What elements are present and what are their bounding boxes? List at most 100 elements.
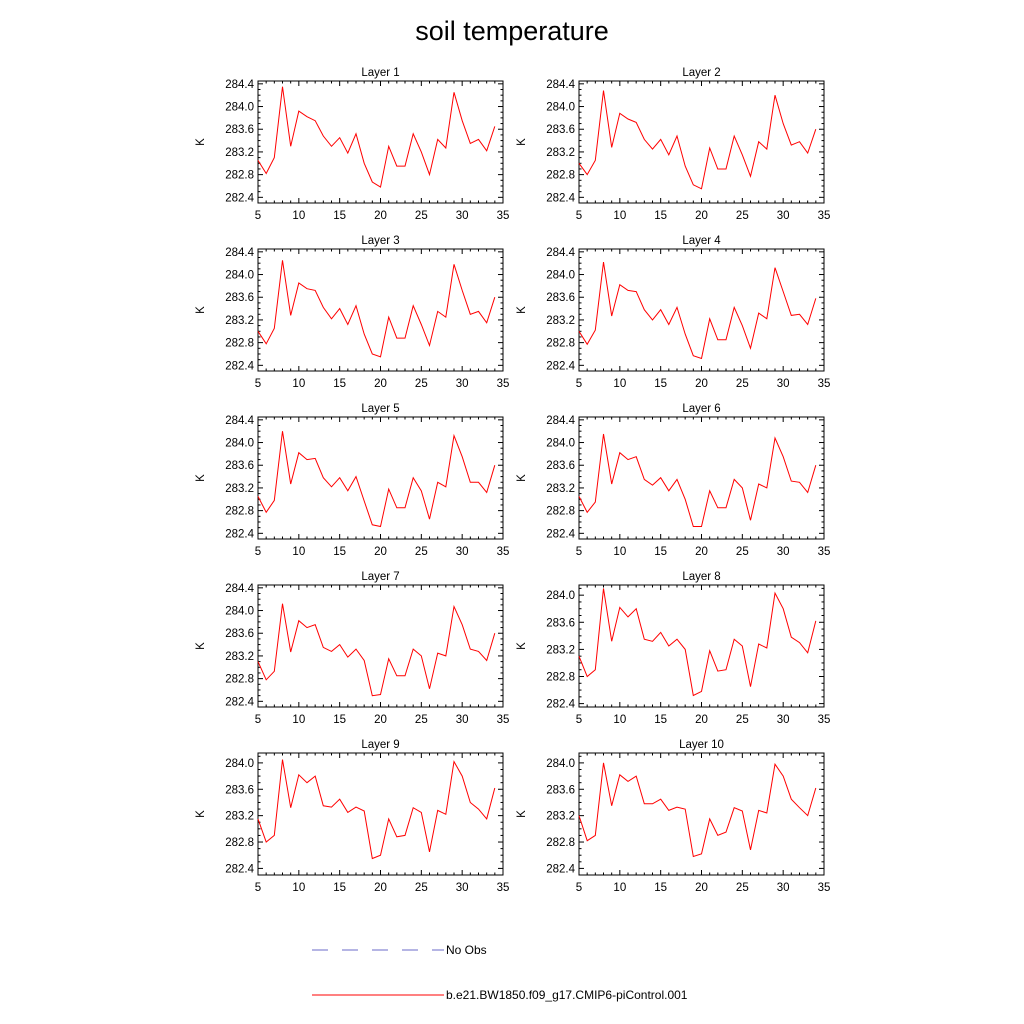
plot-frame: [578, 416, 825, 540]
y-tick-label: 283.2: [225, 483, 254, 495]
y-tick-label: 283.6: [546, 784, 575, 796]
y-tick-label: 282.8: [546, 506, 575, 518]
x-tick-label: 35: [497, 210, 510, 222]
x-tick-label: 30: [456, 714, 469, 726]
y-tick-label: 283.6: [546, 292, 575, 304]
x-tick-label: 5: [576, 210, 582, 222]
panel-title-layer-10: Layer 10: [679, 739, 724, 751]
x-tick-label: 20: [374, 210, 387, 222]
x-tick-label: 5: [255, 546, 261, 558]
y-tick-label: 282.4: [225, 360, 254, 372]
x-tick-label: 15: [333, 546, 346, 558]
y-tick-label: 283.6: [225, 124, 254, 136]
x-tick-label: 25: [736, 714, 749, 726]
y-tick-label: 284.4: [225, 415, 254, 427]
x-tick-label: 5: [255, 714, 261, 726]
series-line-layer-2: [578, 90, 817, 190]
x-tick-label: 10: [613, 378, 626, 390]
x-tick-label: 20: [374, 882, 387, 894]
y-axis-label: K: [516, 474, 528, 482]
x-tick-label: 10: [292, 882, 305, 894]
plot-frame: [257, 248, 504, 372]
y-tick-label: 283.6: [546, 617, 575, 629]
plot-frame: [578, 248, 825, 372]
plot-frame: [578, 80, 825, 204]
y-tick-label: 284.0: [546, 438, 575, 450]
panel-title-layer-3: Layer 3: [361, 235, 399, 247]
y-axis-label: K: [516, 138, 528, 146]
x-tick-label: 20: [695, 546, 708, 558]
panels-grid: Layer 1 5 10 15 20 25 30 35 282.4 282.8 283.2 283.6…: [195, 67, 830, 894]
y-axis-label: K: [195, 138, 207, 146]
y-axis-label: K: [195, 642, 207, 650]
y-tick-label: 282.8: [225, 674, 254, 686]
x-tick-label: 10: [613, 882, 626, 894]
x-tick-label: 35: [818, 546, 831, 558]
y-tick-label: 282.8: [225, 170, 254, 182]
x-tick-label: 10: [292, 378, 305, 390]
x-tick-label: 35: [497, 378, 510, 390]
y-tick-label: 282.4: [546, 192, 575, 204]
y-tick-label: 284.0: [546, 270, 575, 282]
y-axis-label: K: [516, 306, 528, 314]
x-tick-label: 20: [374, 546, 387, 558]
y-tick-label: 284.4: [225, 583, 254, 595]
y-tick-label: 282.4: [225, 863, 254, 875]
y-axis-label: K: [195, 474, 207, 482]
x-tick-label: 35: [818, 882, 831, 894]
y-tick-label: 284.0: [546, 102, 575, 114]
y-tick-label: 282.8: [546, 170, 575, 182]
x-tick-label: 25: [736, 882, 749, 894]
x-tick-label: 25: [415, 546, 428, 558]
series-line-layer-4: [578, 262, 817, 360]
x-tick-label: 10: [292, 210, 305, 222]
y-tick-label: 283.6: [225, 292, 254, 304]
y-tick-label: 282.8: [546, 338, 575, 350]
y-tick-label: 284.0: [225, 438, 254, 450]
x-tick-label: 15: [333, 378, 346, 390]
x-tick-label: 10: [613, 546, 626, 558]
y-axis-label: K: [516, 810, 528, 818]
y-tick-label: 284.0: [546, 758, 575, 770]
series-line-layer-3: [257, 260, 496, 358]
y-tick-label: 284.4: [546, 415, 575, 427]
series-line-layer-5: [257, 431, 496, 528]
panel-layer-7: Layer 7 5 10 15 20 25 30 35 282.4 282.8 283.2 283.6…: [195, 571, 509, 726]
y-tick-label: 284.0: [225, 102, 254, 114]
x-tick-label: 5: [255, 210, 261, 222]
x-tick-label: 25: [736, 546, 749, 558]
y-tick-label: 282.4: [546, 699, 575, 711]
y-tick-label: 282.4: [225, 192, 254, 204]
plot-frame: [257, 416, 504, 540]
y-tick-label: 282.8: [225, 837, 254, 849]
x-tick-label: 5: [576, 882, 582, 894]
x-tick-label: 30: [777, 714, 790, 726]
series-line-layer-8: [578, 588, 817, 697]
y-tick-label: 282.4: [225, 696, 254, 708]
panel-layer-2: Layer 2 5 10 15 20 25 30 35 282.4 282.8 283.2 283.6…: [516, 67, 830, 222]
panel-title-layer-8: Layer 8: [682, 571, 720, 583]
x-tick-label: 15: [654, 714, 667, 726]
legend-label-model: b.e21.BW1850.f09_g17.CMIP6-piControl.001: [446, 988, 688, 1002]
y-tick-label: 283.6: [225, 460, 254, 472]
x-tick-label: 10: [613, 210, 626, 222]
x-tick-label: 15: [654, 546, 667, 558]
x-tick-label: 25: [736, 210, 749, 222]
y-tick-label: 282.8: [546, 672, 575, 684]
x-tick-label: 10: [613, 714, 626, 726]
panel-title-layer-5: Layer 5: [361, 403, 399, 415]
x-tick-label: 15: [654, 378, 667, 390]
x-tick-label: 15: [333, 882, 346, 894]
y-axis-label: K: [195, 306, 207, 314]
series-line-layer-9: [257, 759, 496, 860]
plot-frame: [578, 584, 825, 708]
y-tick-label: 283.2: [546, 315, 575, 327]
x-tick-label: 25: [415, 882, 428, 894]
y-tick-label: 284.0: [225, 758, 254, 770]
y-tick-label: 282.4: [225, 528, 254, 540]
x-tick-label: 5: [255, 882, 261, 894]
panel-title-layer-6: Layer 6: [682, 403, 720, 415]
y-tick-label: 283.6: [546, 460, 575, 472]
y-tick-label: 283.2: [225, 811, 254, 823]
